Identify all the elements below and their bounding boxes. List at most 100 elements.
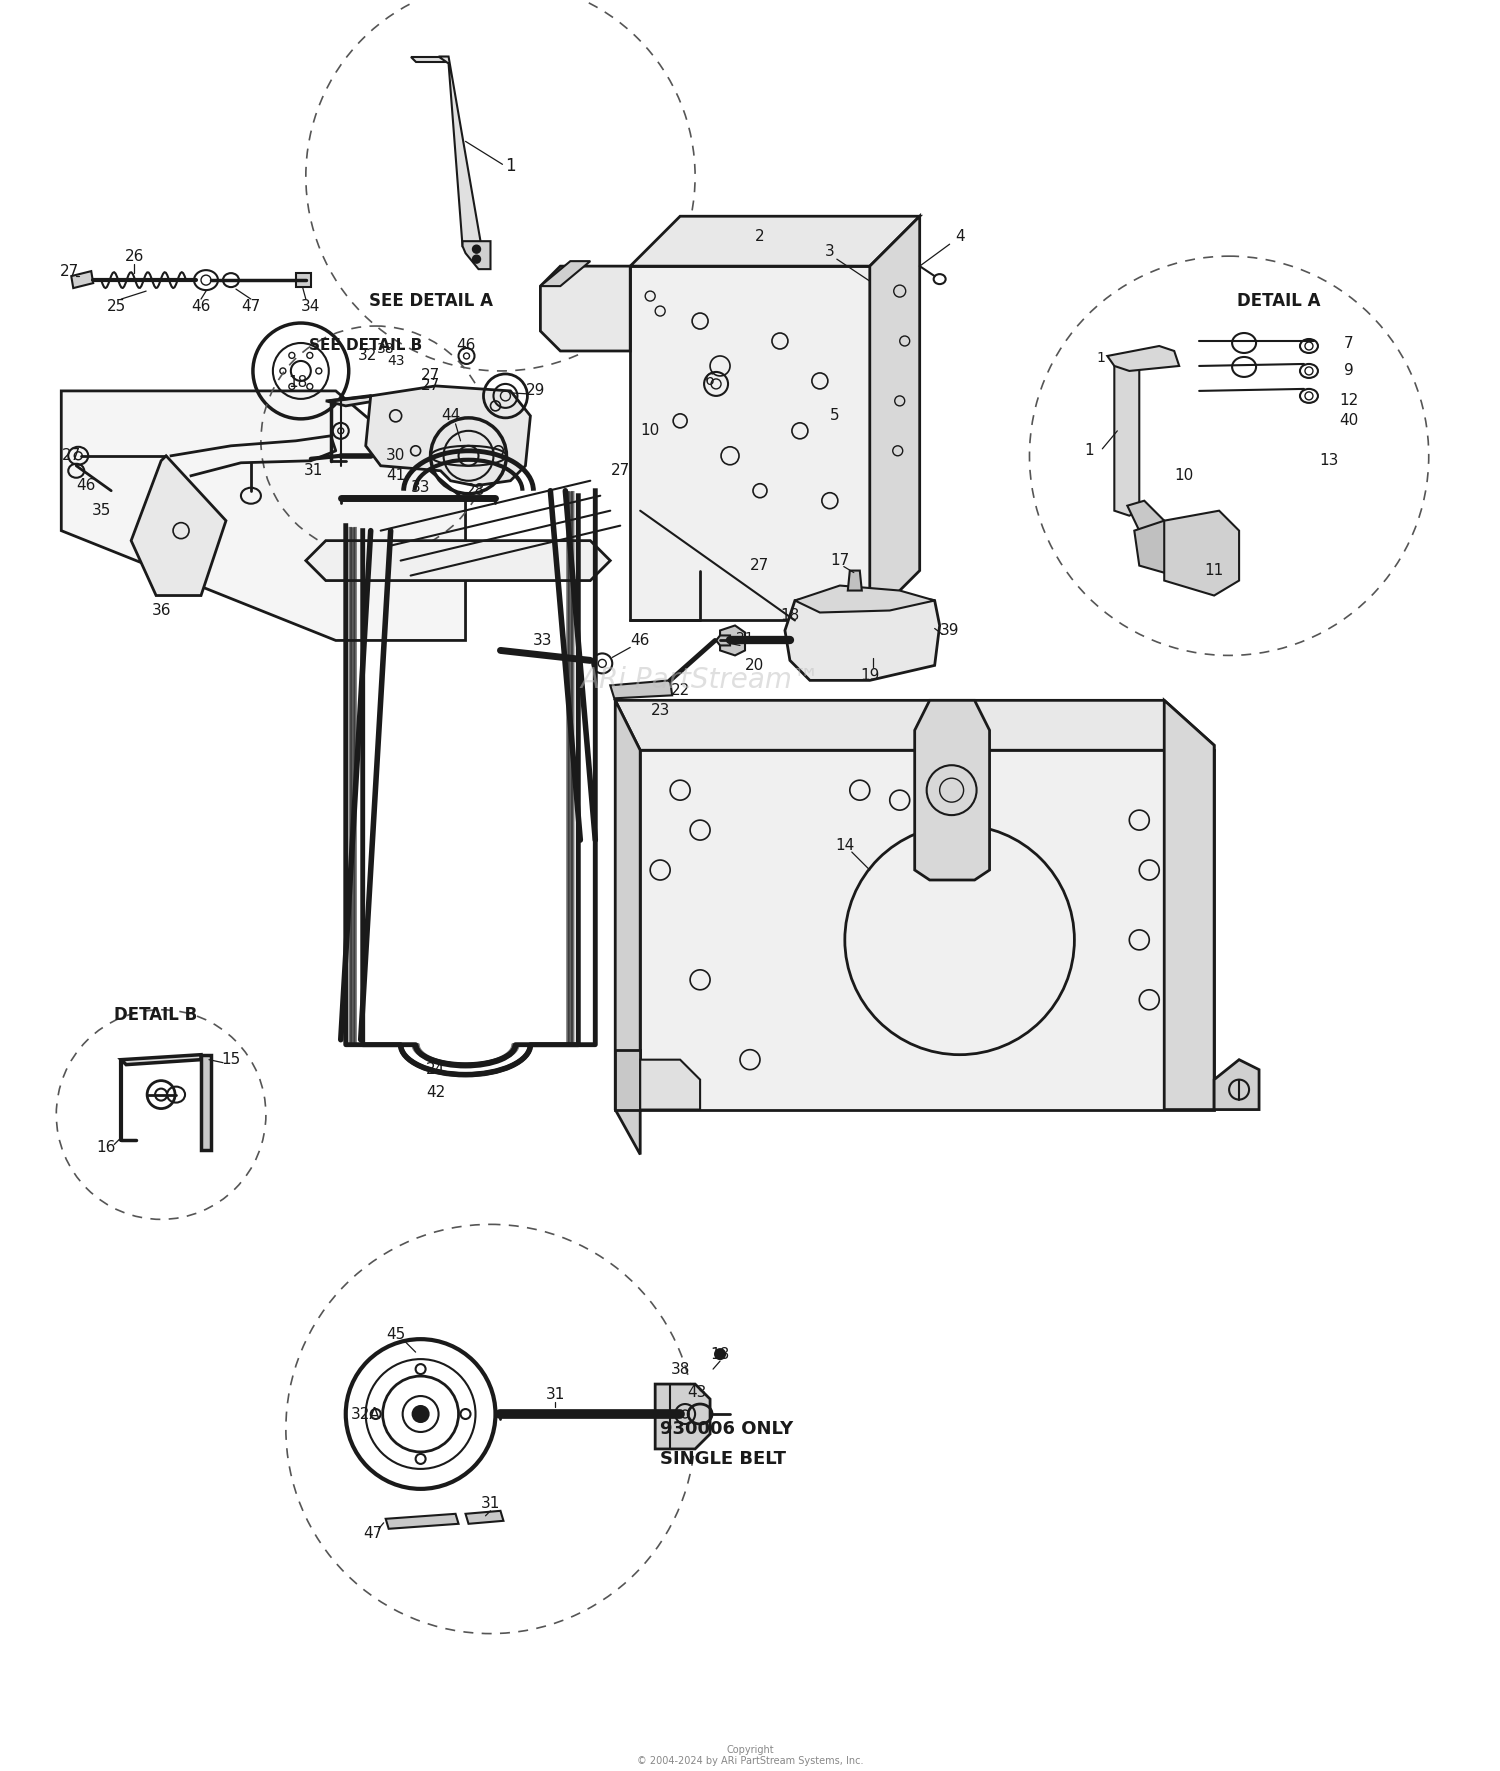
Text: 20: 20 xyxy=(746,657,765,673)
Polygon shape xyxy=(630,216,920,266)
Text: 24: 24 xyxy=(426,1063,445,1077)
Text: 46: 46 xyxy=(456,338,476,354)
Polygon shape xyxy=(326,397,375,406)
Text: 3: 3 xyxy=(825,244,834,259)
Text: 26: 26 xyxy=(124,248,144,264)
Text: 10: 10 xyxy=(1174,468,1194,483)
Text: 31: 31 xyxy=(546,1387,566,1401)
Text: 32A: 32A xyxy=(351,1406,381,1422)
Text: 46: 46 xyxy=(630,632,650,648)
Text: 35: 35 xyxy=(92,503,111,519)
Polygon shape xyxy=(1107,345,1179,370)
Polygon shape xyxy=(610,680,672,698)
Text: 5: 5 xyxy=(830,409,840,423)
Polygon shape xyxy=(1128,501,1174,549)
Text: 18: 18 xyxy=(780,607,800,623)
Text: 1: 1 xyxy=(506,158,516,175)
Polygon shape xyxy=(1164,510,1239,595)
Text: 31: 31 xyxy=(304,464,324,478)
Text: 27: 27 xyxy=(62,448,81,464)
Text: 33: 33 xyxy=(532,632,552,648)
Polygon shape xyxy=(656,1385,710,1449)
Polygon shape xyxy=(1214,1059,1258,1110)
Text: 13: 13 xyxy=(1318,453,1338,468)
Text: 41: 41 xyxy=(386,468,405,483)
Text: 34: 34 xyxy=(302,299,321,313)
Text: 40: 40 xyxy=(1340,413,1359,429)
Polygon shape xyxy=(1164,700,1214,1110)
Polygon shape xyxy=(795,586,934,613)
Text: 38: 38 xyxy=(670,1362,690,1376)
Polygon shape xyxy=(386,1514,459,1528)
Text: 16: 16 xyxy=(96,1141,116,1155)
Polygon shape xyxy=(784,590,939,680)
Text: 27: 27 xyxy=(750,558,770,574)
Circle shape xyxy=(413,1406,429,1422)
Text: 23: 23 xyxy=(651,703,670,717)
Polygon shape xyxy=(411,57,446,62)
Text: 43: 43 xyxy=(387,354,405,368)
Text: 1: 1 xyxy=(1096,351,1106,365)
Text: 10: 10 xyxy=(640,423,660,439)
Text: 27: 27 xyxy=(610,464,630,478)
Polygon shape xyxy=(540,266,630,351)
Text: 17: 17 xyxy=(830,553,849,568)
Text: 7: 7 xyxy=(1344,336,1353,351)
Text: SEE DETAIL B: SEE DETAIL B xyxy=(309,338,423,354)
Text: 28: 28 xyxy=(466,483,484,498)
Polygon shape xyxy=(640,1059,700,1110)
Text: 27: 27 xyxy=(422,379,440,393)
Text: 15: 15 xyxy=(222,1052,240,1068)
Text: SEE DETAIL A: SEE DETAIL A xyxy=(369,292,492,310)
Polygon shape xyxy=(296,273,310,287)
Polygon shape xyxy=(615,1050,640,1110)
Text: ARi PartStream™: ARi PartStream™ xyxy=(580,666,820,694)
Polygon shape xyxy=(630,266,870,620)
Polygon shape xyxy=(915,700,990,880)
Circle shape xyxy=(472,244,480,253)
Polygon shape xyxy=(438,57,480,246)
Text: 19: 19 xyxy=(859,668,879,684)
Text: 29: 29 xyxy=(525,383,544,398)
Polygon shape xyxy=(130,455,226,595)
Text: 44: 44 xyxy=(441,409,460,423)
Text: Copyright
© 2004-2024 by ARi PartStream Systems, Inc.: Copyright © 2004-2024 by ARi PartStream … xyxy=(636,1744,864,1766)
Text: 6: 6 xyxy=(705,374,716,388)
Text: 25: 25 xyxy=(106,299,126,313)
Polygon shape xyxy=(716,636,730,645)
Text: 43: 43 xyxy=(687,1385,706,1399)
Circle shape xyxy=(472,255,480,264)
Text: 18: 18 xyxy=(711,1346,729,1362)
Text: 46: 46 xyxy=(192,299,210,313)
Polygon shape xyxy=(615,700,640,1155)
Text: 27: 27 xyxy=(60,264,80,278)
Text: 11: 11 xyxy=(1204,563,1224,577)
Polygon shape xyxy=(465,1511,504,1523)
Polygon shape xyxy=(306,540,610,581)
Polygon shape xyxy=(122,1056,201,1064)
Polygon shape xyxy=(540,260,591,287)
Text: 46: 46 xyxy=(76,478,96,494)
Text: 14: 14 xyxy=(836,838,855,852)
Text: DETAIL A: DETAIL A xyxy=(1238,292,1322,310)
Text: SINGLE BELT: SINGLE BELT xyxy=(660,1450,786,1468)
Polygon shape xyxy=(72,271,93,289)
Text: 930006 ONLY: 930006 ONLY xyxy=(660,1420,794,1438)
Text: 1: 1 xyxy=(1084,443,1094,459)
Text: 9: 9 xyxy=(1344,363,1354,379)
Text: 18: 18 xyxy=(288,375,308,390)
Polygon shape xyxy=(201,1056,211,1149)
Text: 36: 36 xyxy=(152,602,171,618)
Text: 38: 38 xyxy=(376,342,394,356)
Text: 31: 31 xyxy=(482,1496,500,1511)
Polygon shape xyxy=(640,751,1214,1110)
Text: 21: 21 xyxy=(736,632,754,645)
Text: DETAIL B: DETAIL B xyxy=(114,1006,198,1024)
Polygon shape xyxy=(1114,356,1140,515)
Text: 4: 4 xyxy=(956,228,964,244)
Polygon shape xyxy=(847,570,862,590)
Polygon shape xyxy=(615,700,1214,751)
Text: 27: 27 xyxy=(422,368,440,384)
Polygon shape xyxy=(462,241,490,269)
Text: 45: 45 xyxy=(386,1326,405,1342)
